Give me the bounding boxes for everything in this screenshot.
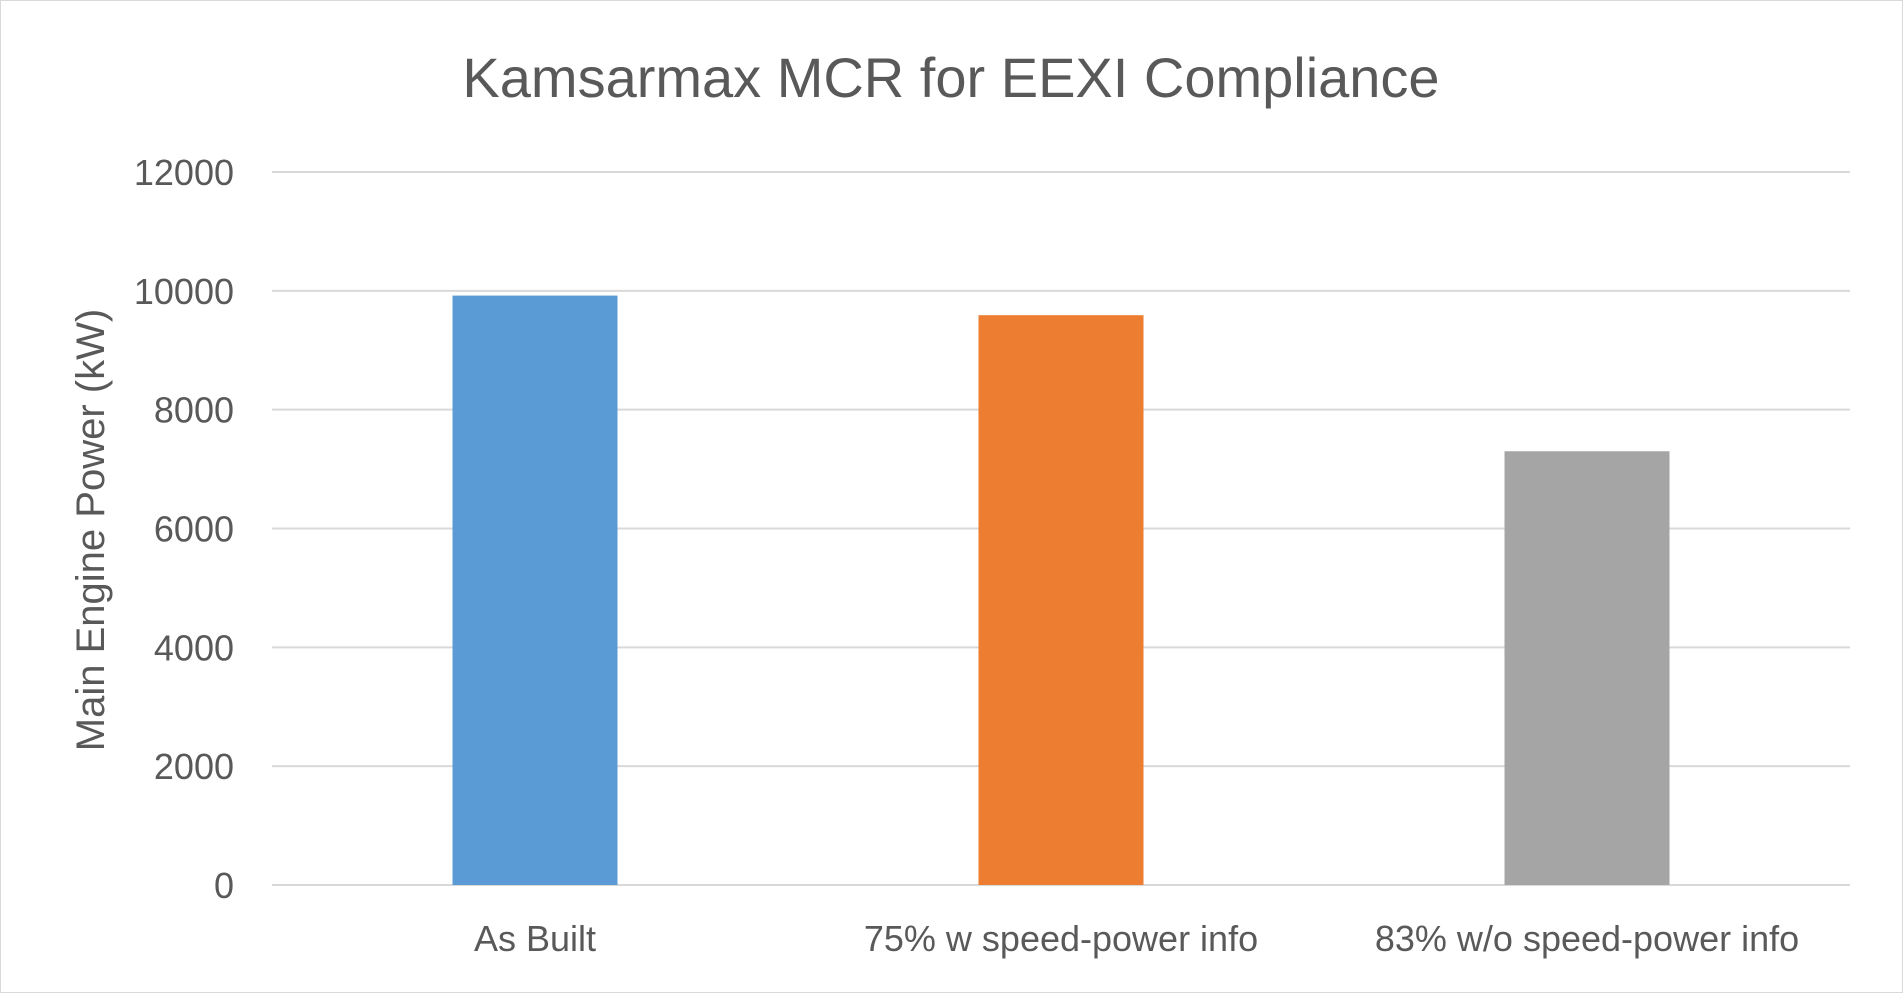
y-tick-label: 2000 xyxy=(154,746,234,787)
y-tick-label: 6000 xyxy=(154,509,234,550)
x-tick-label: As Built xyxy=(474,918,596,959)
y-tick-label: 10000 xyxy=(134,271,234,312)
chart-title: Kamsarmax MCR for EEXI Compliance xyxy=(462,46,1439,109)
x-tick-label: 83% w/o speed-power info xyxy=(1375,918,1799,959)
y-tick-label: 0 xyxy=(214,865,234,906)
y-axis-title: Main Engine Power (kW) xyxy=(69,309,113,751)
y-tick-label: 12000 xyxy=(134,152,234,193)
bar-3 xyxy=(1504,451,1670,885)
y-axis-tick-labels: 0 2000 4000 6000 8000 10000 12000 xyxy=(134,152,234,906)
y-tick-label: 8000 xyxy=(154,390,234,431)
bar-1 xyxy=(452,295,618,885)
x-axis-tick-labels: As Built 75% w speed-power info 83% w/o sp… xyxy=(474,918,1799,959)
bars xyxy=(452,295,1670,885)
y-tick-label: 4000 xyxy=(154,627,234,668)
bar-2 xyxy=(978,315,1144,885)
x-tick-label: 75% w speed-power info xyxy=(864,918,1258,959)
